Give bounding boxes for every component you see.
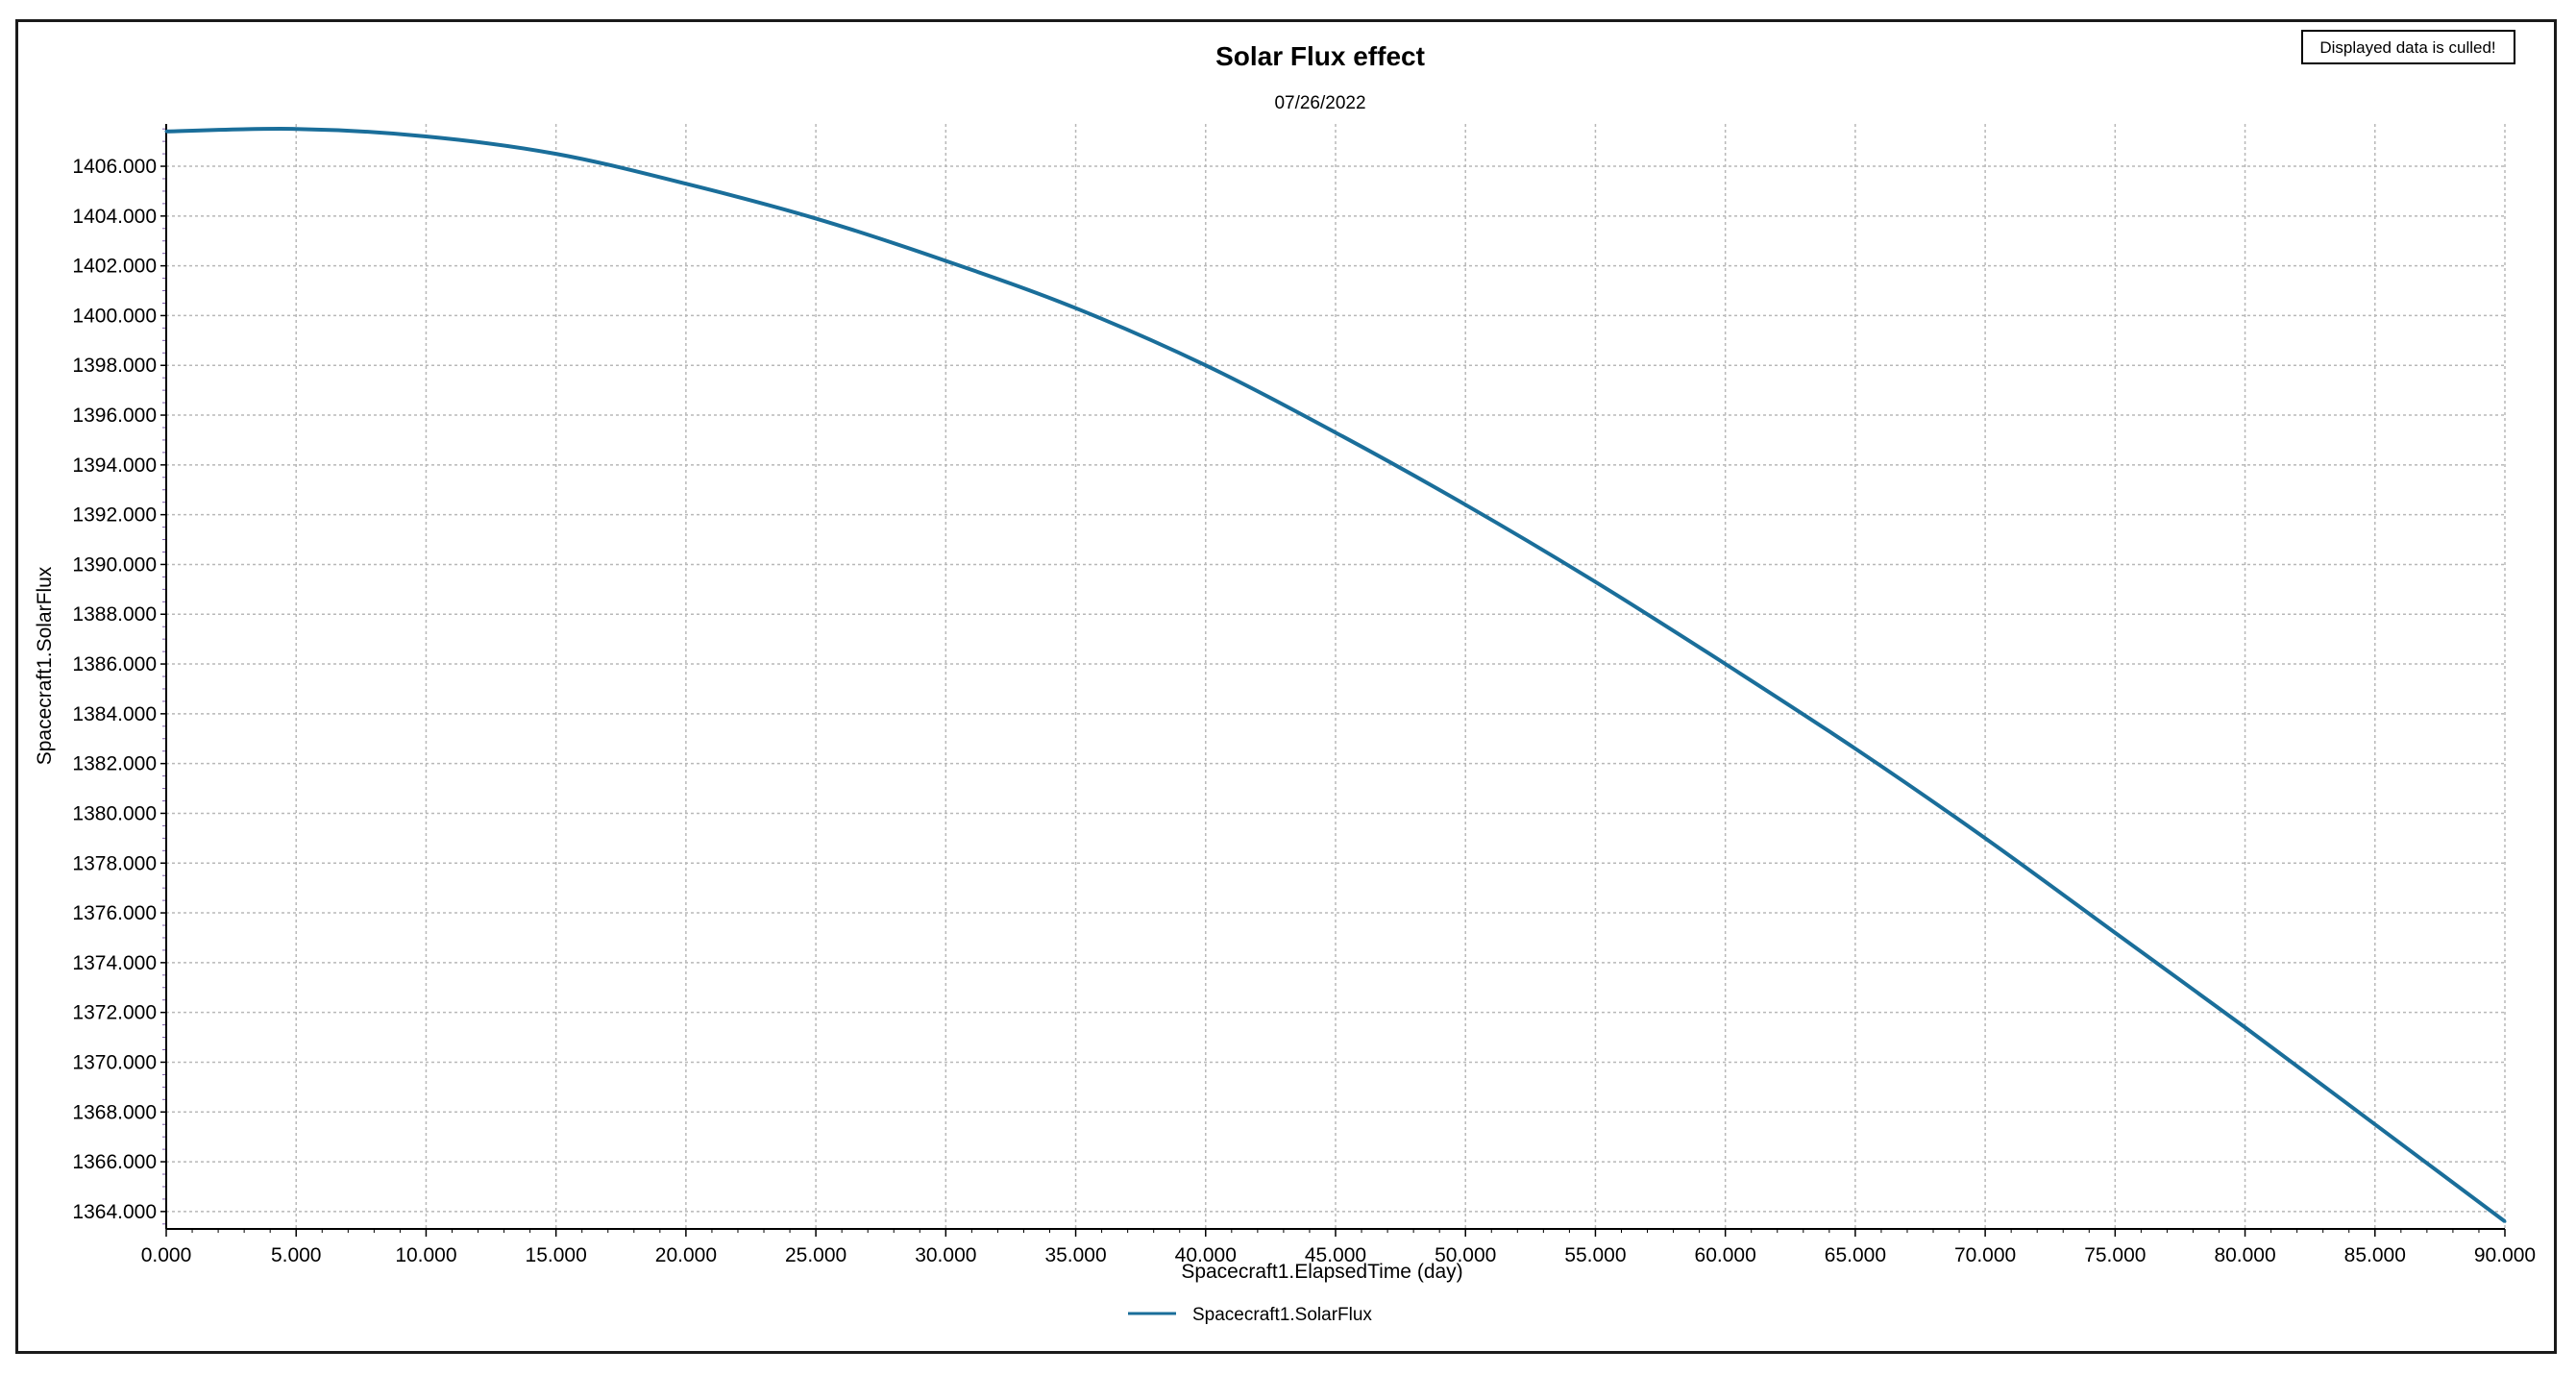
series-point xyxy=(2113,931,2117,935)
x-tick-label: 65.000 xyxy=(1825,1244,1886,1266)
x-tick-label: 15.000 xyxy=(526,1244,587,1266)
chart-title: Solar Flux effect xyxy=(1215,41,1425,71)
x-tick-label: 70.000 xyxy=(1954,1244,2016,1266)
y-tick-label: 1364.000 xyxy=(72,1201,157,1223)
y-tick-label: 1380.000 xyxy=(72,802,157,824)
x-tick-label: 30.000 xyxy=(915,1244,976,1266)
series-point xyxy=(1074,307,1078,310)
y-tick-label: 1372.000 xyxy=(72,1002,157,1024)
y-tick-label: 1368.000 xyxy=(72,1101,157,1123)
y-tick-label: 1388.000 xyxy=(72,603,157,626)
x-tick-label: 20.000 xyxy=(655,1244,717,1266)
chart: Solar Flux effect 07/26/2022 Displayed d… xyxy=(34,30,2536,1325)
series-point xyxy=(1853,747,1857,750)
chart-subtitle: 07/26/2022 xyxy=(1274,93,1365,113)
y-tick-label: 1378.000 xyxy=(72,852,157,874)
y-tick-label: 1402.000 xyxy=(72,256,157,278)
legend: Spacecraft1.SolarFlux xyxy=(1128,1305,1372,1325)
x-tick-label: 85.000 xyxy=(2344,1244,2406,1266)
series-point xyxy=(2503,1219,2507,1223)
x-tick-label: 45.000 xyxy=(1305,1244,1366,1266)
x-tick-label: 75.000 xyxy=(2084,1244,2146,1266)
x-tick-label: 50.000 xyxy=(1435,1244,1496,1266)
y-tick-label: 1382.000 xyxy=(72,753,157,775)
x-tick-label: 40.000 xyxy=(1175,1244,1237,1266)
series-point xyxy=(944,258,947,262)
legend-label: Spacecraft1.SolarFlux xyxy=(1192,1305,1372,1325)
plot-area: 0.000 5.000 10.000 15.000 20.000 25.000 30.000… xyxy=(72,124,2536,1266)
series-point xyxy=(1463,503,1467,506)
y-tick-label: 1398.000 xyxy=(72,355,157,377)
series-point xyxy=(684,182,688,185)
culled-notice-text: Displayed data is culled! xyxy=(2319,38,2495,57)
series-point xyxy=(2244,1025,2247,1029)
y-axis-label: Spacecraft1.SolarFlux xyxy=(34,566,56,765)
x-axis-label: Spacecraft1.ElapsedTime (day) xyxy=(1181,1261,1462,1283)
series-point xyxy=(1204,363,1208,367)
y-tick-label: 1374.000 xyxy=(72,952,157,974)
y-tick-label: 1376.000 xyxy=(72,902,157,924)
y-tick-label: 1366.000 xyxy=(72,1151,157,1173)
y-tick-label: 1384.000 xyxy=(72,703,157,725)
series-point xyxy=(424,135,428,138)
y-tick-label: 1392.000 xyxy=(72,504,157,527)
y-tick-label: 1394.000 xyxy=(72,454,157,477)
x-tick-label: 35.000 xyxy=(1044,1244,1106,1266)
y-tick-label: 1406.000 xyxy=(72,156,157,178)
x-tick-label: 5.000 xyxy=(271,1244,322,1266)
y-tick-label: 1400.000 xyxy=(72,305,157,327)
chart-frame: Solar Flux effect 07/26/2022 Displayed d… xyxy=(15,19,2557,1354)
series-point xyxy=(814,216,818,220)
series-point xyxy=(1334,430,1337,434)
y-tick-label: 1404.000 xyxy=(72,206,157,228)
x-tick-label: 25.000 xyxy=(785,1244,846,1266)
series-point xyxy=(1593,580,1597,584)
culled-notice: Displayed data is culled! xyxy=(2301,30,2515,64)
x-tick-label: 60.000 xyxy=(1695,1244,1756,1266)
y-tick-label: 1386.000 xyxy=(72,653,157,675)
y-tick-label: 1390.000 xyxy=(72,553,157,576)
series-point xyxy=(1724,662,1728,666)
y-tick-label: 1396.000 xyxy=(72,405,157,427)
series-point xyxy=(2373,1122,2377,1126)
series-point xyxy=(554,152,558,156)
x-tick-label: 80.000 xyxy=(2214,1244,2275,1266)
x-tick-label: 90.000 xyxy=(2474,1244,2536,1266)
series-point xyxy=(294,127,298,131)
series-point xyxy=(1983,836,1987,840)
series-point xyxy=(164,130,168,134)
x-tick-label: 55.000 xyxy=(1564,1244,1626,1266)
y-tick-label: 1370.000 xyxy=(72,1051,157,1073)
x-tick-label: 0.000 xyxy=(141,1244,192,1266)
x-tick-label: 10.000 xyxy=(395,1244,456,1266)
